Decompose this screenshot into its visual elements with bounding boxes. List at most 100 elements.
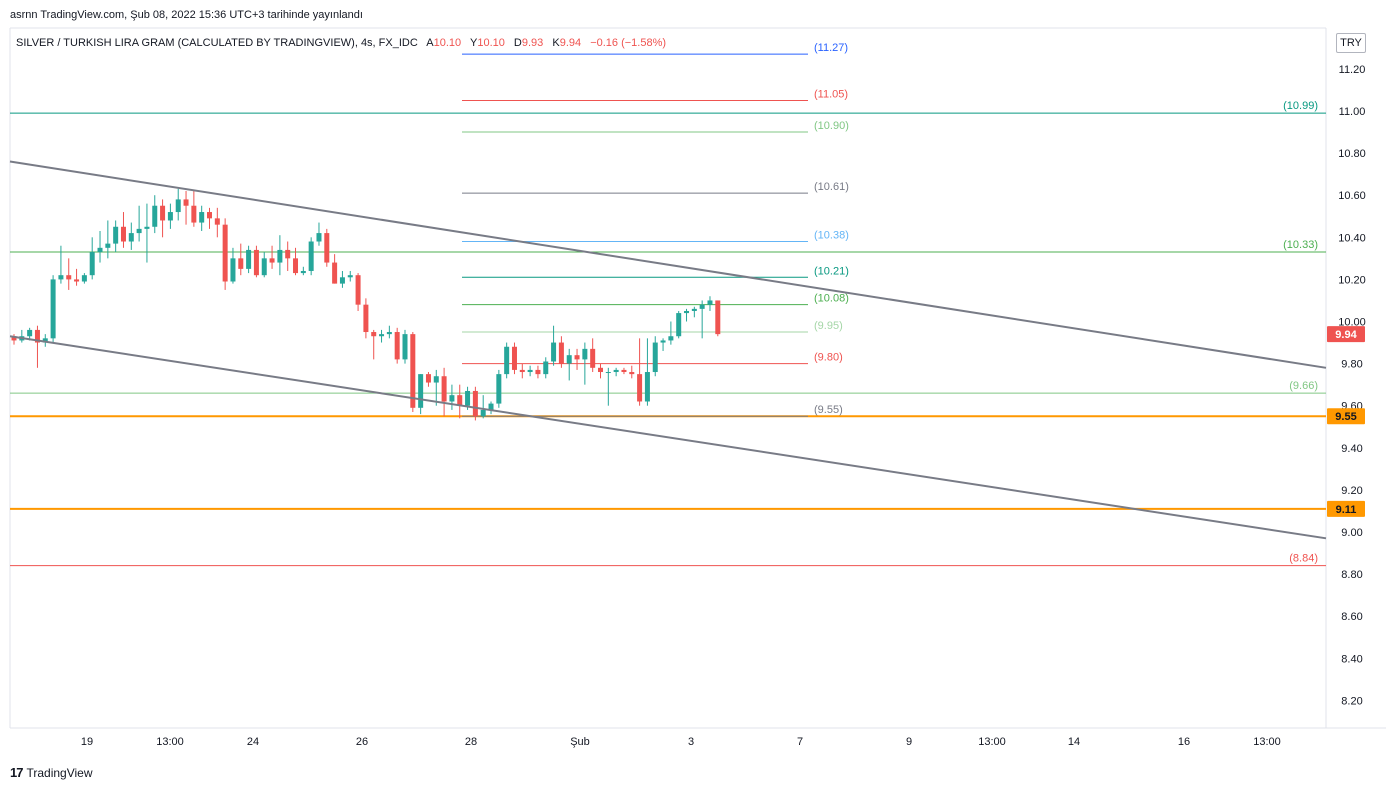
candle [324, 228, 330, 267]
candle-body [551, 342, 557, 362]
price-tick-label: 8.40 [1341, 653, 1362, 665]
tradingview-logo-icon: 17 [10, 765, 24, 780]
candle [418, 374, 424, 415]
candle [113, 220, 119, 253]
horizontal-levels[interactable]: (10.99) (10.33) (9.66) (8.84) [10, 100, 1326, 567]
candle-body [42, 338, 48, 343]
candle-body [519, 369, 525, 373]
candle [355, 273, 361, 311]
horizontal-level-label: (8.84) [1289, 553, 1318, 565]
candle-body [394, 332, 400, 360]
fib-level-label: (10.61) [814, 181, 849, 193]
candle-body [105, 243, 111, 248]
time-tick-label: 26 [356, 736, 368, 748]
legend-change: −0.16 (−1.58%) [590, 37, 666, 49]
price-tick-label: 9.00 [1341, 527, 1362, 539]
candle-body [668, 336, 674, 341]
legend-low-label: D [514, 37, 522, 49]
candle [214, 207, 220, 238]
legend-close-value: 9.94 [560, 37, 581, 49]
channel-trendline[interactable] [9, 160, 1327, 369]
time-tick-label: 13:00 [978, 736, 1006, 748]
candle-body [371, 332, 377, 337]
currency-button[interactable]: TRY [1336, 33, 1366, 53]
candle-body [613, 369, 619, 373]
candle [34, 325, 40, 368]
price-badges: 9.55 9.11 9.94 [1327, 326, 1365, 517]
candle [394, 327, 400, 364]
candle [74, 268, 80, 286]
channel-trendline[interactable] [9, 335, 1327, 540]
price-tick-label: 8.80 [1341, 569, 1362, 581]
candle-body [449, 395, 455, 402]
candle [707, 296, 713, 311]
candle [332, 254, 338, 284]
candle-body [89, 252, 95, 276]
price-tick-label: 8.60 [1341, 611, 1362, 623]
candle-body [152, 205, 158, 227]
legend-high-value: 10.10 [477, 37, 505, 49]
candle-body [269, 258, 275, 263]
time-axis[interactable]: 19 13:00 24 26 28 Şub 3 7 9 13:00 14 16 13:00 [81, 736, 1281, 748]
fib-level-label: (10.08) [814, 293, 849, 305]
candle [144, 203, 150, 263]
candle-body [285, 249, 291, 259]
candle-body [715, 300, 721, 335]
candle-body [230, 258, 236, 282]
candle-body [504, 346, 510, 375]
candle-body [543, 361, 549, 375]
time-tick-label: 7 [797, 736, 803, 748]
candle [410, 332, 416, 413]
candle [504, 342, 510, 379]
candle [50, 275, 56, 343]
price-axis[interactable]: 11.20 11.00 10.80 10.60 10.40 10.20 10.00 9.80 9… [1338, 64, 1366, 708]
candle-body [558, 342, 564, 364]
fib-level-label: (10.38) [814, 230, 849, 242]
candle [496, 369, 502, 408]
time-tick-label: 3 [688, 736, 694, 748]
price-tick-label: 10.80 [1338, 148, 1366, 160]
candle-body [457, 395, 463, 406]
candle-body [246, 249, 252, 269]
symbol-legend: SILVER / TURKISH LIRA GRAM (CALCULATED B… [16, 37, 666, 49]
fib-level-label: (10.90) [814, 120, 849, 132]
candle-body [332, 262, 338, 284]
candle-body [379, 334, 385, 337]
fib-levels[interactable]: (11.27) (11.05) (10.90) (10.61) (10.38) (10.2… [462, 42, 849, 417]
candle-body [199, 212, 205, 223]
trendlines[interactable] [9, 160, 1327, 540]
candle [269, 245, 275, 269]
candle [637, 338, 643, 406]
candle-body [363, 304, 369, 333]
candle [230, 247, 236, 284]
candle-body [113, 226, 119, 244]
tradingview-logo[interactable]: 17 TradingView [10, 765, 93, 780]
candle [316, 222, 322, 246]
candle [441, 367, 447, 417]
candle-body [324, 233, 330, 263]
candle-body [50, 279, 56, 339]
candle [676, 310, 682, 339]
time-tick-label: 19 [81, 736, 93, 748]
candle-body [128, 233, 134, 242]
candle [136, 205, 142, 242]
candle-body [74, 279, 80, 282]
candle [715, 300, 721, 337]
candle-body [402, 334, 408, 360]
candle [402, 329, 408, 364]
candle [120, 212, 126, 248]
candle [97, 230, 103, 263]
legend-close-label: K [552, 37, 560, 49]
price-tick-label: 9.20 [1341, 485, 1362, 497]
candle-body [566, 355, 572, 364]
candle [81, 273, 87, 284]
candle-body [97, 247, 103, 253]
candle [480, 395, 486, 419]
candle [457, 384, 463, 419]
candle [511, 342, 517, 375]
candle [293, 247, 299, 276]
publish-caption: asrnn TradingView.com, Şub 08, 2022 15:3… [10, 9, 363, 21]
candle [175, 188, 181, 221]
candle [535, 365, 541, 379]
